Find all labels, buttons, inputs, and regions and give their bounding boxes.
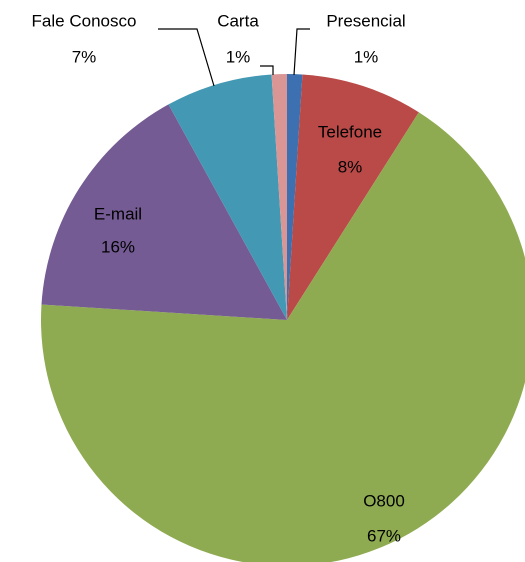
slice-value-label: 1% — [354, 47, 379, 66]
pie-slice — [41, 104, 287, 320]
pie-slice — [287, 74, 303, 320]
slice-label: O800 — [363, 491, 405, 510]
slice-value-label: 16% — [101, 237, 135, 256]
pie-slice — [271, 74, 287, 320]
slice-label: Telefone — [318, 122, 382, 141]
slice-value-label: 67% — [367, 526, 401, 545]
pie-slice — [41, 112, 525, 562]
slice-value-label: 8% — [338, 157, 363, 176]
pie — [41, 74, 525, 562]
leader-line — [293, 28, 310, 76]
slice-label: Fale Conosco — [32, 11, 137, 30]
slice-label: Carta — [217, 11, 259, 30]
leader-line — [260, 65, 274, 75]
slice-label: Presencial — [326, 11, 405, 30]
slice-value-label: 7% — [72, 47, 97, 66]
leader-line — [158, 28, 215, 87]
pie-slice — [287, 74, 419, 320]
pie-slice — [168, 74, 287, 320]
slice-value-label: 1% — [226, 47, 251, 66]
slice-label: E-mail — [94, 204, 142, 223]
